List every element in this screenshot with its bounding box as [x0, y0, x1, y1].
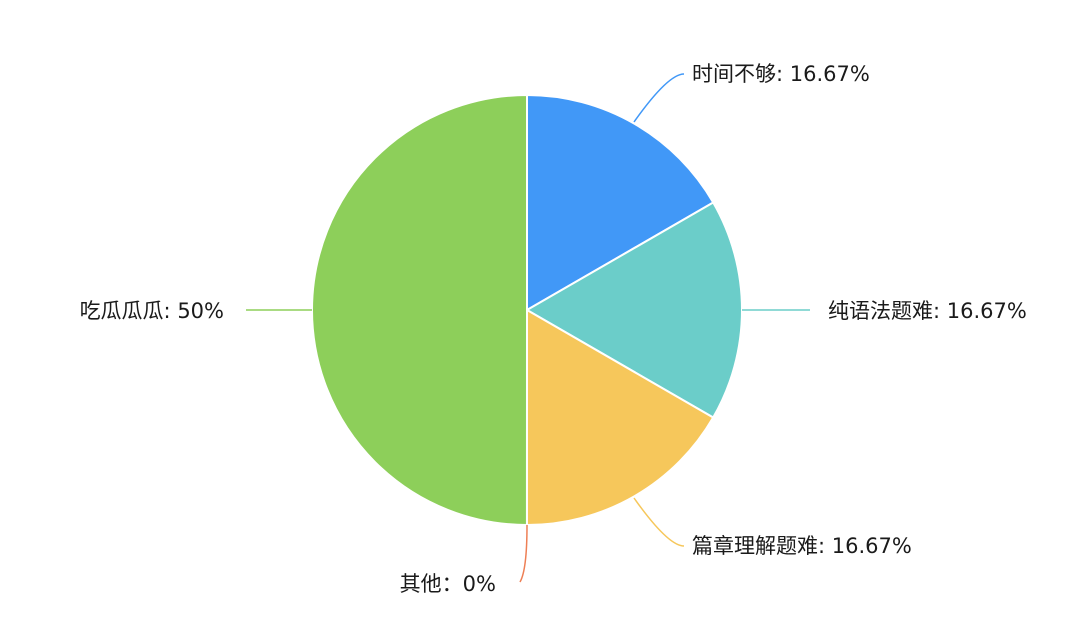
leader-line-0	[633, 73, 685, 123]
slice-label-4: 吃瓜瓜瓜: 50%	[80, 299, 224, 323]
slice-label-3: 其他：0%	[400, 572, 496, 596]
slice-label-1: 纯语法题难: 16.67%	[828, 299, 1027, 323]
slice-label-0: 时间不够: 16.67%	[692, 62, 870, 86]
leader-lines	[246, 73, 810, 583]
leader-line-2	[633, 497, 685, 547]
slice-0	[526, 94, 715, 311]
leader-line-3	[519, 524, 528, 583]
slice-4	[310, 94, 528, 526]
pie-slices	[310, 94, 743, 526]
slice-1	[526, 201, 743, 419]
slice-2	[525, 309, 715, 526]
slice-label-2: 篇章理解题难: 16.67%	[692, 534, 912, 558]
slice-labels: 时间不够: 16.67% 纯语法题难: 16.67% 篇章理解题难: 16.67% 其…	[80, 62, 1027, 596]
